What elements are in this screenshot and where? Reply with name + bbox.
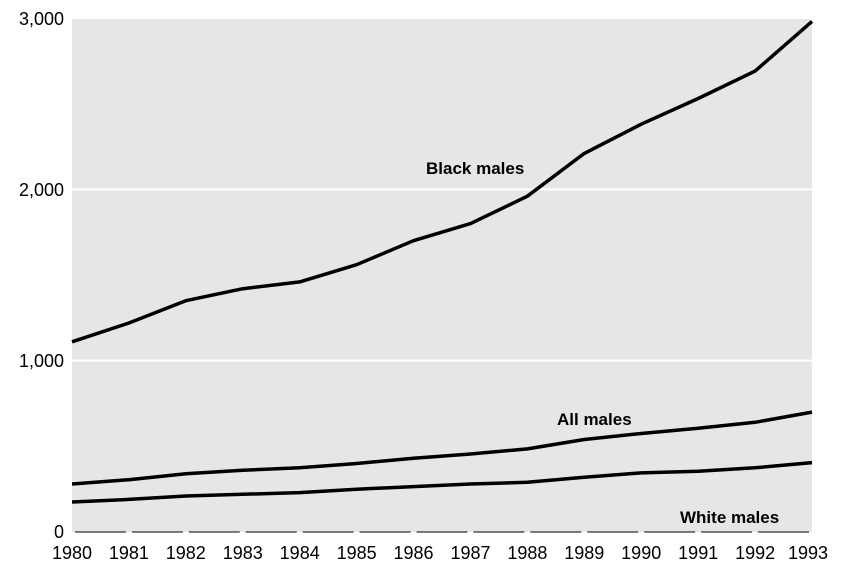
series-label-all-males: All males [557, 410, 632, 429]
gridlines [72, 17, 812, 362]
x-tick-label: 1981 [109, 543, 149, 563]
x-tick-label: 1984 [280, 543, 320, 563]
x-tick-label: 1986 [393, 543, 433, 563]
x-tick-label: 1990 [621, 543, 661, 563]
series-line-black-males [71, 20, 814, 344]
x-tick-label: 1989 [564, 543, 604, 563]
y-tick-label: 3,000 [19, 9, 64, 29]
series-lines [71, 20, 814, 504]
series-label-black-males: Black males [426, 159, 524, 178]
y-tick-label: 1,000 [19, 351, 64, 371]
series-line-white-males [71, 460, 813, 504]
x-tick-label: 1991 [678, 543, 718, 563]
series-labels: Black males All males White males [426, 159, 779, 527]
x-tick-label: 1988 [507, 543, 547, 563]
y-tick-label: 2,000 [19, 180, 64, 200]
x-tick-label: 1985 [337, 543, 377, 563]
series-line-all-males [71, 410, 813, 486]
series-label-white-males: White males [680, 508, 779, 527]
y-tick-label: 0 [54, 522, 64, 542]
x-tick-label: 1982 [166, 543, 206, 563]
x-tick-label: 1993 [788, 543, 828, 563]
x-axis-tick-labels: 1980 1981 1982 1983 1984 1985 1986 1987 … [52, 543, 828, 563]
x-tick-label: 1983 [223, 543, 263, 563]
x-tick-label: 1980 [52, 543, 92, 563]
x-tick-label: 1992 [735, 543, 775, 563]
y-axis-tick-labels: 3,000 2,000 1,000 0 [19, 9, 64, 542]
x-tick-label: 1987 [450, 543, 490, 563]
